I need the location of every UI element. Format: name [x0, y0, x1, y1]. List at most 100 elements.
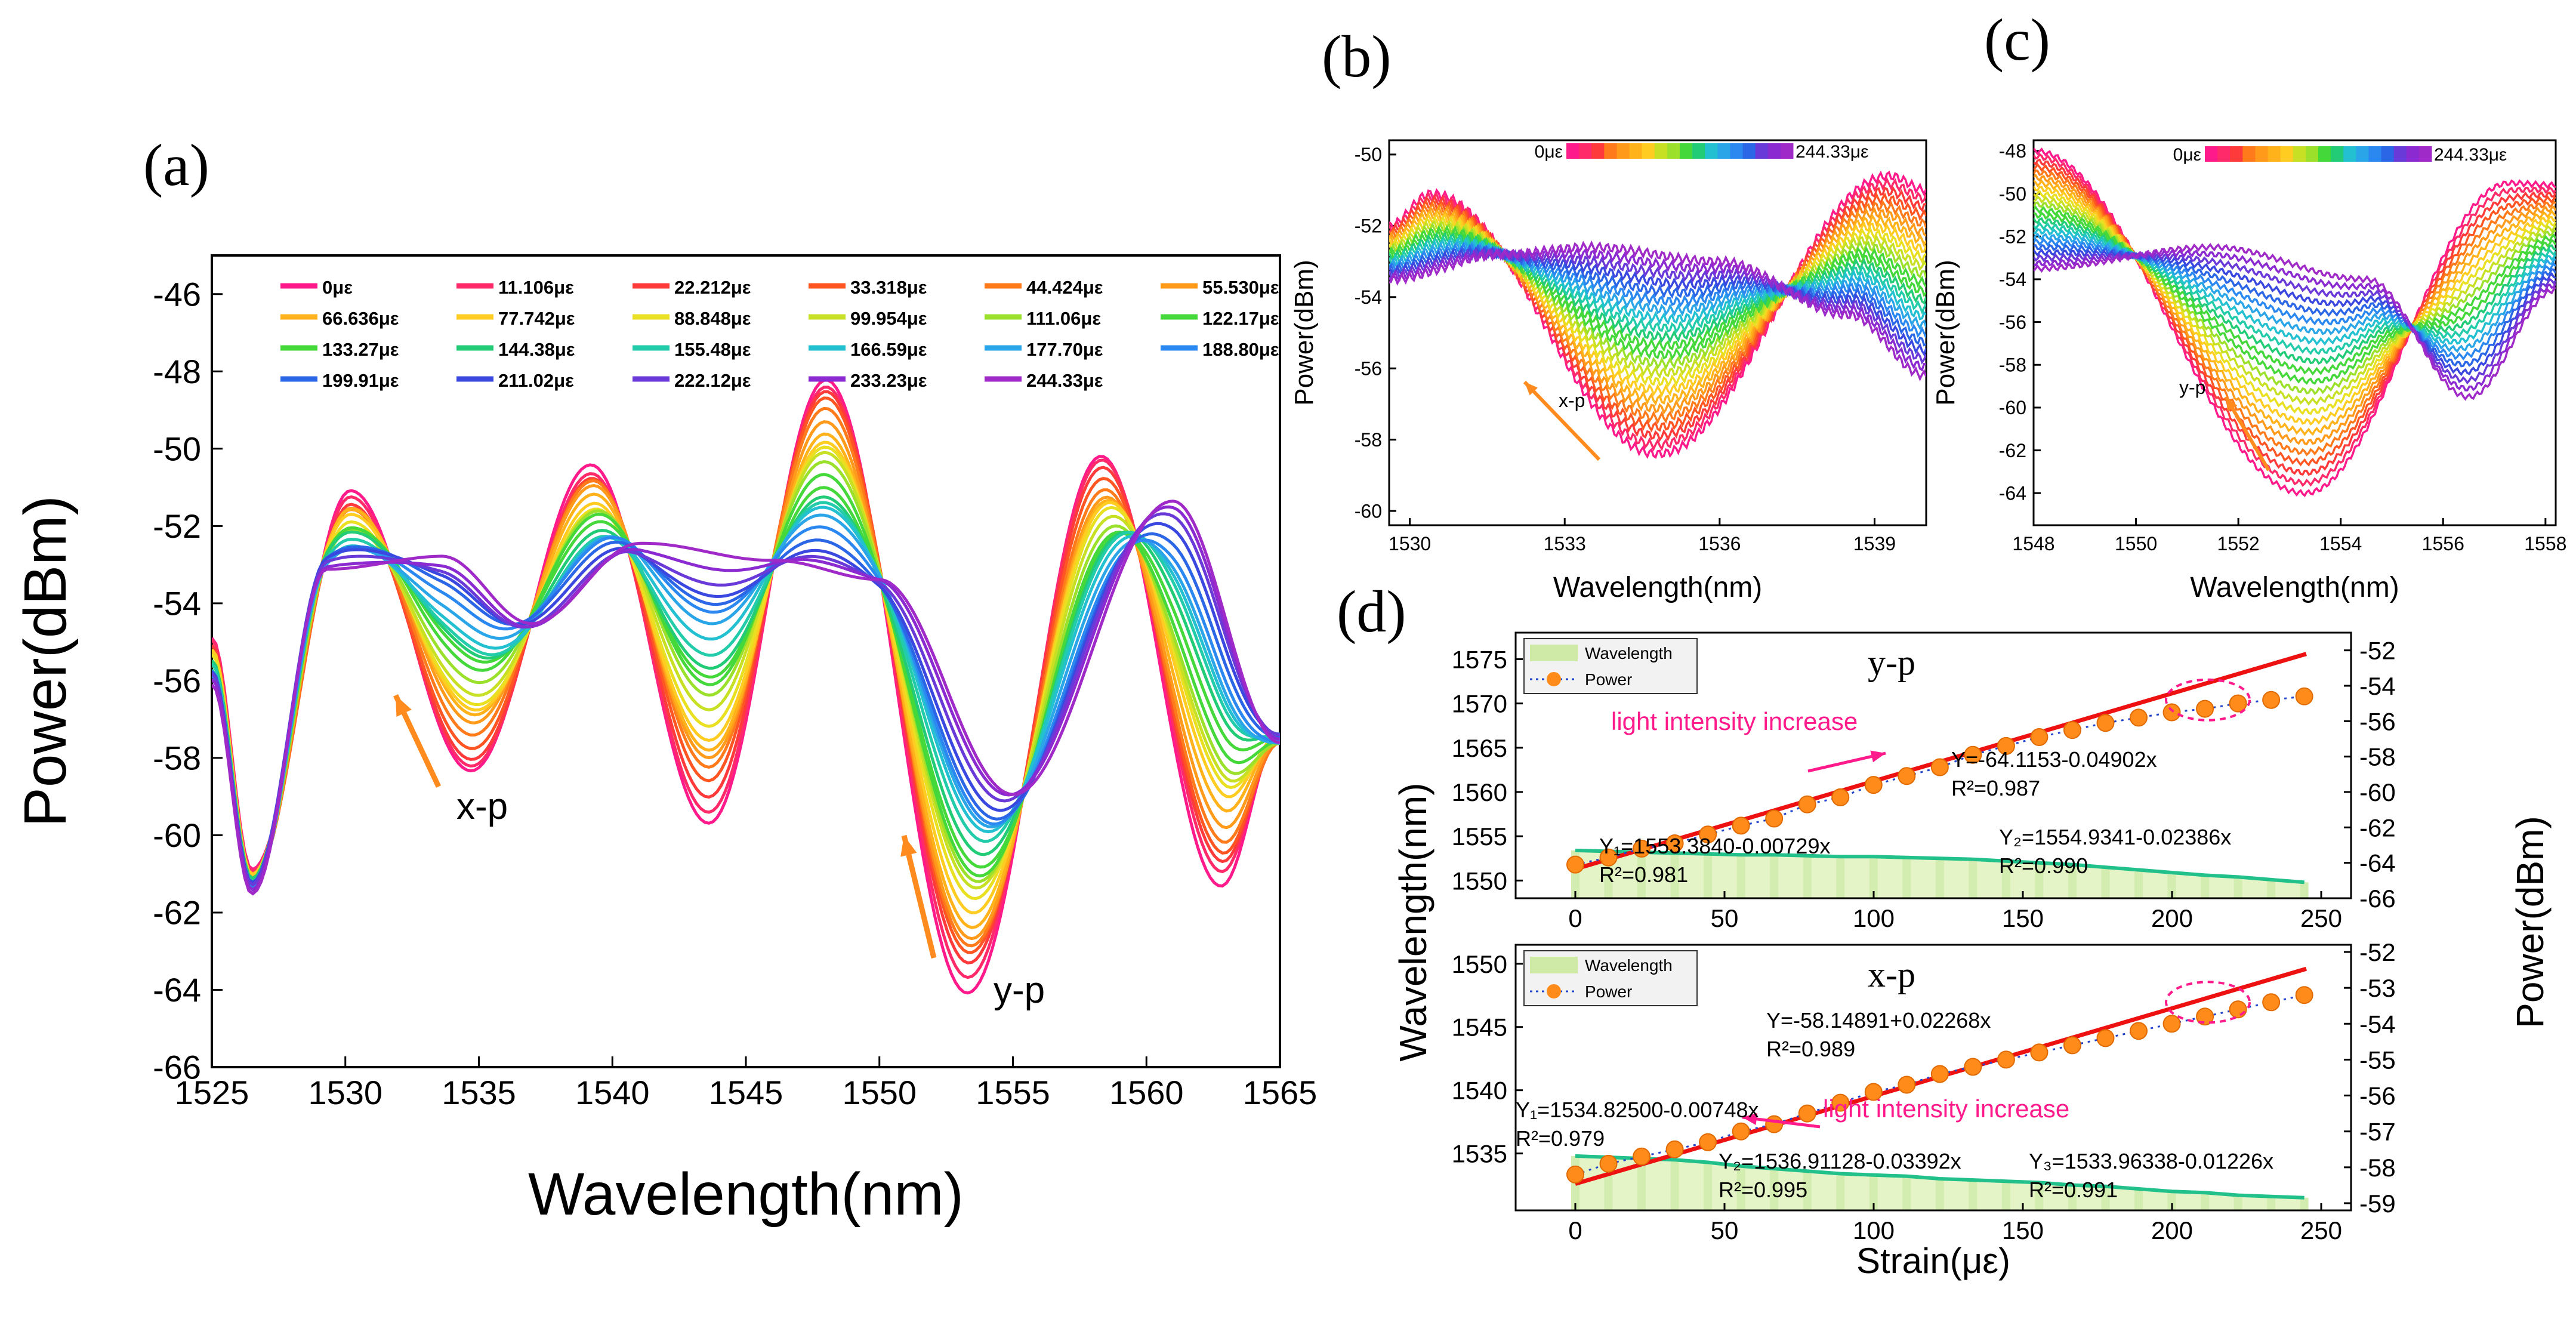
- x-tick-label: 150: [2002, 1216, 2044, 1244]
- wavelength-bar: [1637, 852, 1646, 898]
- colorbar-swatch: [1591, 143, 1605, 159]
- legend-entry: 99.954με: [850, 308, 927, 329]
- x-tick-label: 1552: [2217, 533, 2260, 554]
- power-point: [1964, 1058, 1982, 1076]
- series-line-22: [1389, 240, 1926, 382]
- x-tick-label: 1550: [842, 1074, 917, 1111]
- x-tick-label: 1550: [2115, 533, 2157, 554]
- power-point: [1898, 1075, 1916, 1094]
- y-p-annotation: y-p: [994, 970, 1045, 1011]
- subplot-title: y-p: [1868, 643, 1915, 682]
- power-point: [2063, 1036, 2081, 1055]
- y-tick-label: -62: [1999, 440, 2026, 461]
- y-p-annotation: y-p: [2179, 377, 2205, 398]
- colorbar-max-label: 244.33με: [1796, 142, 1868, 162]
- y2-tick-label: -60: [2359, 778, 2396, 806]
- power-point: [2030, 728, 2049, 747]
- light-intensity-note: light intensity increase: [1611, 707, 1858, 735]
- power-point: [1864, 776, 1883, 794]
- power-point: [1665, 834, 1684, 853]
- legend-entry: 22.212με: [674, 277, 751, 298]
- x-tick-label: 1530: [308, 1074, 382, 1111]
- y-tick-label: 1535: [1452, 1140, 1507, 1168]
- wavelength-bar: [2233, 877, 2242, 898]
- legend-entry: 188.80με: [1202, 339, 1279, 360]
- power-point: [1898, 767, 1916, 785]
- x-tick-label: 1530: [1389, 533, 1431, 554]
- fit-equation: Y₁=1534.82500-0.00748x: [1516, 1098, 1759, 1122]
- wavelength-bar: [1736, 1166, 1745, 1210]
- power-point: [1997, 736, 2015, 755]
- colorbar-swatch: [2393, 146, 2407, 162]
- colorbar-swatch: [2381, 146, 2395, 162]
- legend-entry: 44.424με: [1026, 277, 1103, 298]
- power-point: [2096, 714, 2115, 732]
- series-line-20: [212, 512, 1280, 887]
- legend-power-marker: [1547, 984, 1561, 999]
- y-tick-label: -46: [153, 275, 201, 313]
- y2-tick-label: -58: [2359, 743, 2396, 771]
- colorbar-swatch: [2217, 146, 2231, 162]
- plot-frame: [1514, 631, 2352, 899]
- y-tick-label: -56: [1999, 312, 2026, 333]
- legend-wavelength: Wavelength: [1585, 956, 1673, 975]
- y-tick-label: -58: [1355, 429, 1382, 451]
- colorbar-swatch: [1717, 143, 1730, 159]
- colorbar-swatch: [1566, 143, 1579, 159]
- power-point: [1699, 1133, 1717, 1151]
- wavelength-bar: [1803, 1171, 1812, 1210]
- legend-entry: 166.59με: [850, 339, 927, 360]
- colorbar-swatch: [2242, 146, 2256, 162]
- panel-a-spectrum: 1525 1530 1535 1540 1545 1550 1555 1560 1565 -66 -…: [12, 254, 1317, 1228]
- panel-b-spectrum: 1530 1533 1536 1539 -60 -58 -56 -54 -52 -50 Wavele…: [1289, 139, 1927, 603]
- power-point: [2096, 1029, 2115, 1047]
- power-point: [1599, 1154, 1618, 1173]
- series-line-20: [2034, 251, 2556, 385]
- y-axis-label: Power(dBm): [1289, 260, 1319, 406]
- panel-label-b: (b): [1322, 23, 1392, 90]
- d-y2-axis-label: Power(dBm): [2509, 816, 2552, 1028]
- y2-tick-label: -56: [2359, 1082, 2396, 1110]
- fit-r2: R²=0.987: [1951, 776, 2040, 800]
- x-axis-label: Strain(με): [1856, 1241, 2010, 1281]
- colorbar-swatch: [1654, 143, 1668, 159]
- fit-equation: Y=-58.14891+0.02268x: [1766, 1008, 1991, 1033]
- fit-r2: R²=0.979: [1516, 1126, 1605, 1151]
- x-p-annotation: x-p: [1559, 390, 1585, 411]
- power-point: [1732, 1122, 1750, 1141]
- y-tick-label: -58: [153, 739, 201, 777]
- power-point: [1765, 809, 1784, 828]
- colorbar-min-label: 0με: [2173, 145, 2201, 165]
- power-point: [2063, 721, 2081, 739]
- x-tick-label: 1560: [1109, 1074, 1184, 1111]
- colorbar-swatch: [1742, 143, 1756, 159]
- y2-tick-label: -54: [2359, 1010, 2396, 1038]
- y-tick-label: 1565: [1452, 734, 1507, 762]
- legend-entry: 55.530με: [1202, 277, 1279, 298]
- y-p-arrow: [901, 834, 937, 959]
- power-point: [1566, 855, 1584, 874]
- y-tick-label: -48: [1999, 140, 2026, 162]
- wavelength-bar: [1803, 855, 1812, 898]
- legend: Wavelength Power: [1523, 638, 1698, 694]
- wavelength-bar: [1869, 856, 1878, 898]
- y-tick-label: -62: [153, 894, 201, 932]
- legend-entry: 133.27με: [322, 339, 399, 360]
- colorbar-swatch: [2418, 146, 2432, 162]
- legend-entry: 144.38με: [498, 339, 575, 360]
- power-point: [1997, 1050, 2015, 1069]
- x-tick-label: 150: [2002, 904, 2044, 932]
- y-tick-label: -66: [153, 1049, 201, 1086]
- wavelength-bar: [1770, 1169, 1779, 1210]
- power-point: [2162, 703, 2181, 722]
- y-tick-label: -56: [1355, 358, 1382, 379]
- fit-equation: Y₂=1554.9341-0.02386x: [1999, 825, 2231, 849]
- orange-arrow-head: [396, 695, 412, 717]
- colorbar-swatch: [2255, 146, 2269, 162]
- panel-label-d: (d): [1337, 578, 1406, 645]
- wavelength-bar: [1704, 853, 1713, 898]
- note-arrow-head: [1870, 750, 1886, 763]
- series-line-14: [2034, 221, 2556, 355]
- colorbar-swatch: [2356, 146, 2369, 162]
